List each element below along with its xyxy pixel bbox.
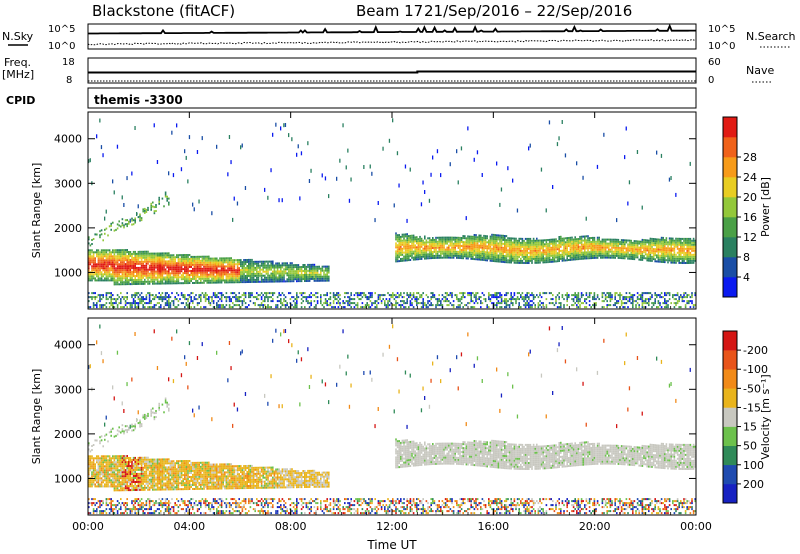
radar-title: Blackstone (fitACF) xyxy=(92,2,235,20)
colorbar-tick-label: 12 xyxy=(743,231,757,244)
cpid-panel: CPID themis -3300 xyxy=(6,87,697,109)
nave-tick-top: 60 xyxy=(708,57,721,68)
colorbar-tick-label: 8 xyxy=(743,251,750,264)
colorbar-tick-label: -200 xyxy=(743,344,768,357)
cpid-value: themis -3300 xyxy=(94,93,183,107)
y-tick-label: 1000 xyxy=(54,266,82,279)
colorbar-tick-label: 20 xyxy=(743,191,757,204)
nsearch-label: N.Search xyxy=(746,30,796,43)
y-tick-label: 3000 xyxy=(54,383,82,396)
cpid-label: CPID xyxy=(6,94,35,107)
nsky-label: N.Sky xyxy=(2,30,34,43)
colorbar-tick-label: -100 xyxy=(743,363,768,376)
colorbar-tick-label: 24 xyxy=(743,171,757,184)
x-tick-label: 08:00 xyxy=(275,520,307,533)
y-axis-label: Slant Range [km] xyxy=(30,163,43,259)
colorbar-swatch xyxy=(723,257,737,278)
colorbar-swatch xyxy=(723,426,737,446)
y-tick-label: 4000 xyxy=(54,133,82,146)
colorbar-swatch xyxy=(723,464,737,485)
x-tick-label: 12:00 xyxy=(376,520,408,533)
nsky-panel: N.Sky 10^5 10^0 10^5 10^0 N.Search xyxy=(2,23,796,52)
y-tick-label: 4000 xyxy=(54,339,82,352)
x-tick-label: 00:00 xyxy=(680,520,712,533)
colorbar-label: Velocity [m s⁻¹] xyxy=(759,374,772,459)
y-tick-label: 2000 xyxy=(54,428,82,441)
colorbar-swatch xyxy=(723,369,737,389)
colorbar-tick-label: 100 xyxy=(743,459,764,472)
colorbar-swatch xyxy=(723,483,737,504)
freq-line xyxy=(88,70,696,74)
colorbar-swatch xyxy=(723,157,737,178)
nsky-line xyxy=(88,23,696,35)
y-axis-label: Slant Range [km] xyxy=(30,369,43,465)
freq-unit: [MHz] xyxy=(2,68,34,81)
x-axis-label: Time UT xyxy=(366,538,417,552)
colorbar-swatch xyxy=(723,177,737,198)
y-tick-label: 2000 xyxy=(54,222,82,235)
colorbar-swatch xyxy=(723,137,737,158)
colorbar-swatch xyxy=(723,388,737,408)
colorbar-swatch xyxy=(723,277,737,298)
colorbar-swatch xyxy=(723,350,737,370)
colorbar-label: Power [dB] xyxy=(759,177,772,237)
freq-label: Freq. xyxy=(4,56,31,69)
colorbar-swatch xyxy=(723,237,737,258)
colorbar-tick-label: 50 xyxy=(743,440,757,453)
power-panel: 1000 2000 3000 4000 Slant Range [km] 4 8 12 16 2… xyxy=(30,111,772,310)
colorbar-swatch xyxy=(723,217,737,238)
freq-tick-bottom: 8 xyxy=(66,75,72,86)
colorbar-swatch xyxy=(723,331,737,351)
nsearch-tick-bottom: 10^0 xyxy=(708,41,735,52)
beam-label: Beam 17 xyxy=(356,2,423,20)
colorbar-swatch xyxy=(723,407,737,427)
colorbar-tick-label: 200 xyxy=(743,478,764,491)
nsky-tick-bottom: 10^0 xyxy=(48,41,75,52)
colorbar-tick-label: 16 xyxy=(743,211,757,224)
freq-tick-top: 18 xyxy=(62,57,75,68)
x-tick-label: 20:00 xyxy=(579,520,611,533)
colorbar-tick-label: -15 xyxy=(743,401,761,414)
colorbar-tick-label: 28 xyxy=(743,151,757,164)
colorbar-swatch xyxy=(723,117,737,138)
freq-panel: Freq. [MHz] 18 8 60 0 Nave xyxy=(2,56,774,86)
colorbar-tick-label: 4 xyxy=(743,271,750,284)
nave-label: Nave xyxy=(746,64,774,77)
nsky-tick-top: 10^5 xyxy=(48,24,75,35)
x-tick-label: 16:00 xyxy=(477,520,509,533)
colorbar-tick-label: 15 xyxy=(743,421,757,434)
y-tick-label: 1000 xyxy=(54,472,82,485)
colorbar-swatch xyxy=(723,197,737,218)
velocity-panel: 00:00 04:00 08:00 12:00 16:00 20:00 00:00 1000 2… xyxy=(30,317,772,533)
x-tick-label: 00:00 xyxy=(72,520,104,533)
date-range: 21/Sep/2016 – 22/Sep/2016 xyxy=(424,2,632,20)
nave-tick-bottom: 0 xyxy=(708,75,714,86)
y-tick-label: 3000 xyxy=(54,177,82,190)
nsearch-line xyxy=(87,38,697,46)
colorbar-swatch xyxy=(723,445,737,466)
colorbar-tick-label: -50 xyxy=(743,382,761,395)
x-tick-label: 04:00 xyxy=(173,520,205,533)
nsearch-tick-top: 10^5 xyxy=(708,24,735,35)
